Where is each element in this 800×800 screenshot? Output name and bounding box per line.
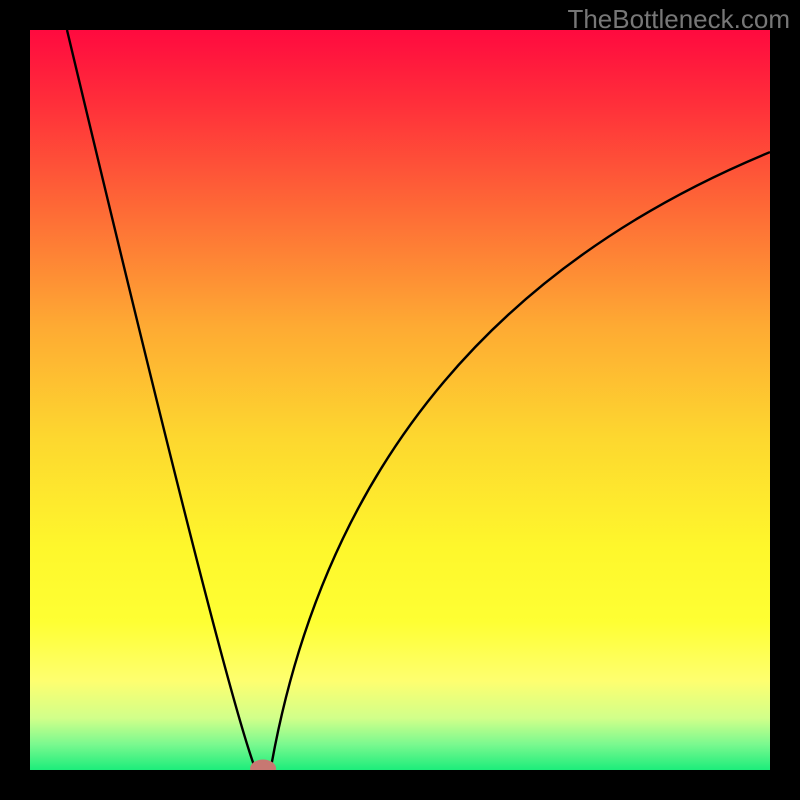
curve-left-branch bbox=[67, 30, 256, 770]
curve-right-branch bbox=[271, 152, 771, 770]
curve-layer bbox=[30, 30, 770, 770]
plot-area bbox=[30, 30, 770, 770]
watermark-text: TheBottleneck.com bbox=[567, 4, 790, 35]
chart-container: TheBottleneck.com bbox=[0, 0, 800, 800]
